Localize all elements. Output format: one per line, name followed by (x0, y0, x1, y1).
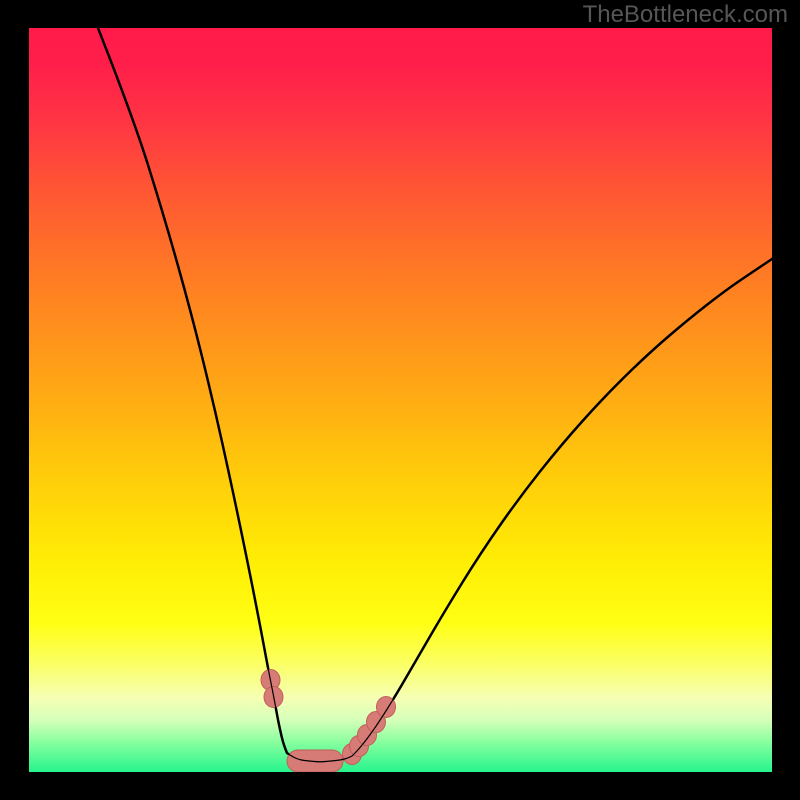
chart-root: TheBottleneck.com (0, 0, 800, 800)
bottleneck-chart (0, 0, 800, 800)
watermark-text: TheBottleneck.com (583, 1, 788, 29)
